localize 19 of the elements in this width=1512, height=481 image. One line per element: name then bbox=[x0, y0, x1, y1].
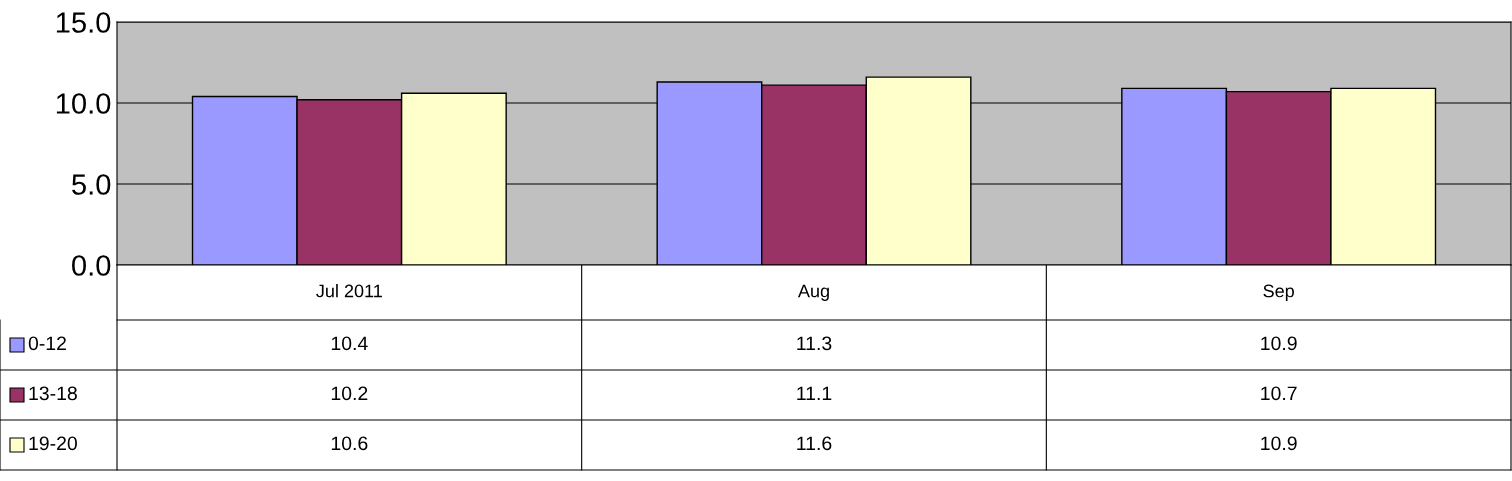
legend-label: 0-12 bbox=[28, 336, 66, 351]
y-tick-label: 0.0 bbox=[72, 255, 111, 276]
data-label: 11.3 bbox=[797, 336, 832, 351]
y-tick-label: 15.0 bbox=[56, 12, 111, 33]
x-tick-label: Jul 2011 bbox=[316, 284, 382, 298]
data-label: 10.7 bbox=[1261, 386, 1297, 401]
data-label: 10.6 bbox=[331, 436, 368, 451]
data-label: 10.2 bbox=[331, 386, 368, 401]
data-label: 11.6 bbox=[797, 436, 832, 451]
legend-label: 19-20 bbox=[29, 436, 77, 451]
data-label: 10.9 bbox=[1261, 436, 1297, 451]
x-tick-label: Sep bbox=[1263, 284, 1294, 301]
x-tick-label: Aug bbox=[797, 284, 829, 301]
legend-label: 13-18 bbox=[29, 386, 77, 401]
y-tick-label: 5.0 bbox=[72, 174, 111, 195]
y-tick-label: 10.0 bbox=[56, 93, 111, 114]
data-label: 11.1 bbox=[797, 386, 832, 401]
data-label: 10.9 bbox=[1261, 336, 1297, 351]
data-label: 10.4 bbox=[331, 336, 368, 351]
